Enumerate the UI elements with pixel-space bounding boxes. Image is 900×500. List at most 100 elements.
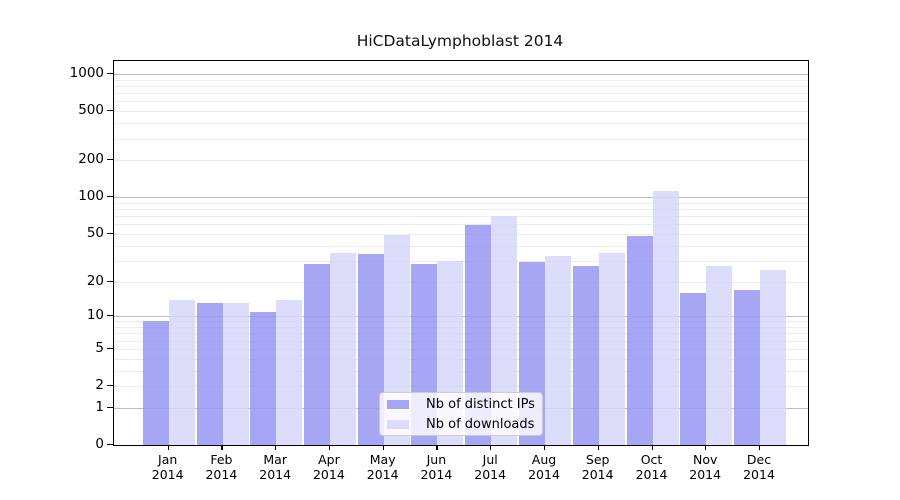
y-tick-label-2: 2: [95, 377, 104, 393]
gridline-minor-800: [114, 86, 808, 87]
y-tick-label-500: 500: [78, 102, 104, 119]
bar-dec-distinct-ips: [734, 289, 760, 445]
bar-aug-downloads: [544, 255, 571, 445]
x-tick-mark-sep: [597, 445, 599, 450]
x-tick-year: 2014: [635, 467, 668, 482]
x-tick-month: Dec: [746, 452, 772, 467]
y-tick-mark-200: [107, 159, 113, 161]
y-tick-mark-0: [107, 444, 113, 446]
bar-sep-distinct-ips: [572, 266, 599, 445]
chart-title: HiCDataLymphoblast 2014: [356, 32, 564, 50]
bar-mar-distinct-ips: [250, 311, 277, 445]
y-tick-mark-50: [107, 232, 113, 235]
y-tick-label-50: 50: [86, 224, 104, 241]
y-tick-mark-2: [107, 385, 113, 387]
x-tick-month: Nov: [692, 452, 718, 467]
gridline-minor-60: [114, 224, 808, 226]
y-tick-label-0: 0: [95, 436, 104, 452]
x-tick-month: Jan: [158, 452, 178, 467]
gridline-major-1000: [114, 74, 808, 75]
gridline-major-100: [114, 197, 808, 199]
x-tick-month: Mar: [263, 452, 287, 467]
x-tick-label-feb: Feb 2014: [186, 452, 256, 482]
x-tick-year: 2014: [474, 467, 507, 482]
y-tick-mark-10: [107, 315, 113, 317]
gridline-minor-200: [114, 160, 808, 162]
x-tick-month: Oct: [640, 452, 663, 467]
bar-oct-downloads: [652, 190, 679, 445]
x-tick-mark-aug: [544, 445, 546, 450]
x-tick-mark-nov: [705, 445, 707, 450]
x-tick-month: Jun: [426, 452, 447, 467]
gridline-minor-70: [114, 216, 808, 218]
legend-item-downloads: Nb of downloads: [380, 416, 542, 433]
y-tick-label-100: 100: [78, 188, 104, 205]
gridline-minor-50: [114, 233, 808, 235]
bar-mar-downloads: [276, 299, 303, 445]
x-tick-year: 2014: [581, 467, 614, 482]
x-tick-mark-mar: [275, 445, 277, 450]
x-tick-mark-jan: [167, 445, 169, 450]
gridline-minor-80: [114, 209, 808, 210]
bar-jan-distinct-ips: [142, 321, 169, 445]
x-tick-month: Aug: [531, 452, 557, 467]
bar-apr-distinct-ips: [303, 264, 330, 445]
gridline-minor-600: [114, 101, 808, 103]
gridline-minor-40: [114, 245, 808, 247]
y-tick-mark-1000: [107, 73, 113, 75]
gridline-minor-400: [114, 123, 808, 125]
y-tick-label-20: 20: [86, 272, 104, 289]
x-tick-month: Sep: [585, 452, 610, 467]
bar-feb-downloads: [222, 303, 249, 445]
y-tick-mark-1: [107, 406, 113, 408]
x-tick-mark-jun: [436, 445, 438, 450]
x-tick-year: 2014: [743, 467, 775, 482]
x-tick-month: Apr: [318, 452, 340, 467]
y-tick-label-5: 5: [95, 339, 104, 356]
x-tick-label-oct: Oct 2014: [617, 452, 687, 482]
y-tick-mark-100: [107, 196, 113, 198]
bar-sep-downloads: [598, 252, 625, 445]
x-tick-mark-oct: [651, 445, 653, 450]
legend-label-downloads: Nb of downloads: [426, 416, 535, 432]
legend-swatch-downloads: [387, 419, 409, 429]
x-tick-label-jan: Jan 2014: [133, 452, 203, 482]
plot-area: [113, 60, 809, 446]
gridline-minor-700: [114, 93, 808, 95]
x-tick-label-dec: Dec 2014: [724, 452, 794, 482]
x-tick-month: May: [369, 452, 396, 467]
y-tick-mark-5: [107, 347, 113, 349]
x-tick-label-sep: Sep 2014: [563, 452, 633, 482]
x-tick-label-jul: Jul 2014: [455, 452, 525, 482]
x-tick-mark-apr: [328, 445, 331, 450]
bar-oct-distinct-ips: [626, 236, 653, 445]
y-tick-label-200: 200: [78, 151, 104, 168]
x-tick-year: 2014: [420, 467, 453, 482]
x-tick-label-aug: Aug 2014: [509, 452, 579, 482]
gridline-minor-90: [114, 202, 808, 204]
gridline-minor-300: [114, 138, 808, 140]
x-tick-label-nov: Nov 2014: [670, 452, 740, 482]
x-tick-mark-jul: [490, 445, 492, 450]
bar-nov-downloads: [706, 266, 733, 445]
bar-jan-downloads: [168, 299, 195, 445]
bar-feb-distinct-ips: [196, 303, 223, 445]
x-tick-label-jun: Jun 2014: [401, 452, 471, 482]
legend-box: Nb of distinct IPs Nb of downloads: [379, 392, 543, 436]
x-tick-year: 2014: [205, 467, 238, 482]
x-tick-mark-may: [382, 445, 384, 450]
bar-dec-downloads: [760, 270, 786, 445]
legend-item-distinct-ips: Nb of distinct IPs: [380, 396, 542, 413]
x-tick-year: 2014: [312, 467, 345, 482]
x-tick-month: Jul: [482, 452, 498, 467]
x-tick-month: Feb: [210, 452, 233, 467]
y-tick-label-1: 1: [95, 398, 104, 415]
y-tick-label-1000: 1000: [69, 65, 104, 81]
x-tick-year: 2014: [689, 467, 722, 482]
y-tick-mark-20: [107, 280, 113, 282]
bar-nov-distinct-ips: [680, 292, 707, 445]
x-tick-label-may: May 2014: [348, 452, 418, 482]
x-tick-year: 2014: [528, 467, 560, 482]
bar-apr-downloads: [329, 252, 356, 445]
